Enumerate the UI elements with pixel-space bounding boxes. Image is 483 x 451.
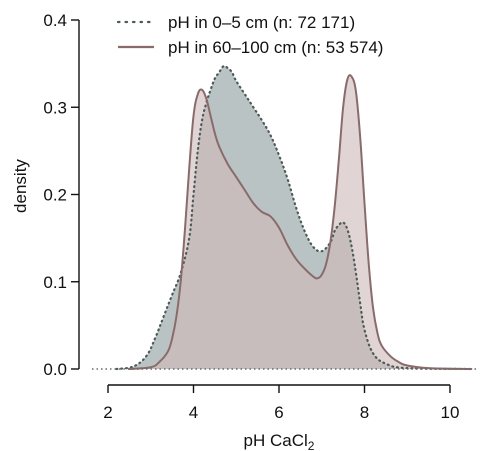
y-tick-label: 0.1 (43, 273, 67, 292)
x-axis: 2 4 6 8 10 (103, 384, 460, 422)
y-tick-label: 0.4 (43, 11, 67, 30)
density-lines (92, 64, 478, 371)
legend-label-surface: pH in 0–5 cm (n: 72 171) (168, 13, 355, 32)
y-tick-label: 0.3 (43, 98, 67, 117)
legend: pH in 0–5 cm (n: 72 171) pH in 60–100 cm… (116, 13, 383, 57)
series-subsoil-line (128, 74, 473, 370)
y-tick-label: 0.0 (43, 360, 67, 379)
y-axis: 0.0 0.1 0.2 0.3 0.4 (43, 11, 80, 379)
x-tick-label: 10 (441, 403, 460, 422)
x-axis-title: pH CaCl2 (244, 431, 315, 451)
series-surface-line (115, 64, 473, 371)
y-axis-title: density (11, 159, 30, 213)
x-tick-label: 6 (274, 403, 283, 422)
legend-label-subsoil: pH in 60–100 cm (n: 53 574) (168, 38, 383, 57)
x-tick-label: 8 (360, 403, 369, 422)
x-tick-label: 4 (189, 403, 198, 422)
x-axis-title-main: pH CaCl (244, 431, 308, 450)
x-axis-title-subscript: 2 (308, 439, 315, 451)
y-tick-label: 0.2 (43, 186, 67, 205)
density-fills (116, 66, 472, 369)
series-subsoil-area (129, 75, 472, 369)
x-tick-label: 2 (103, 403, 112, 422)
